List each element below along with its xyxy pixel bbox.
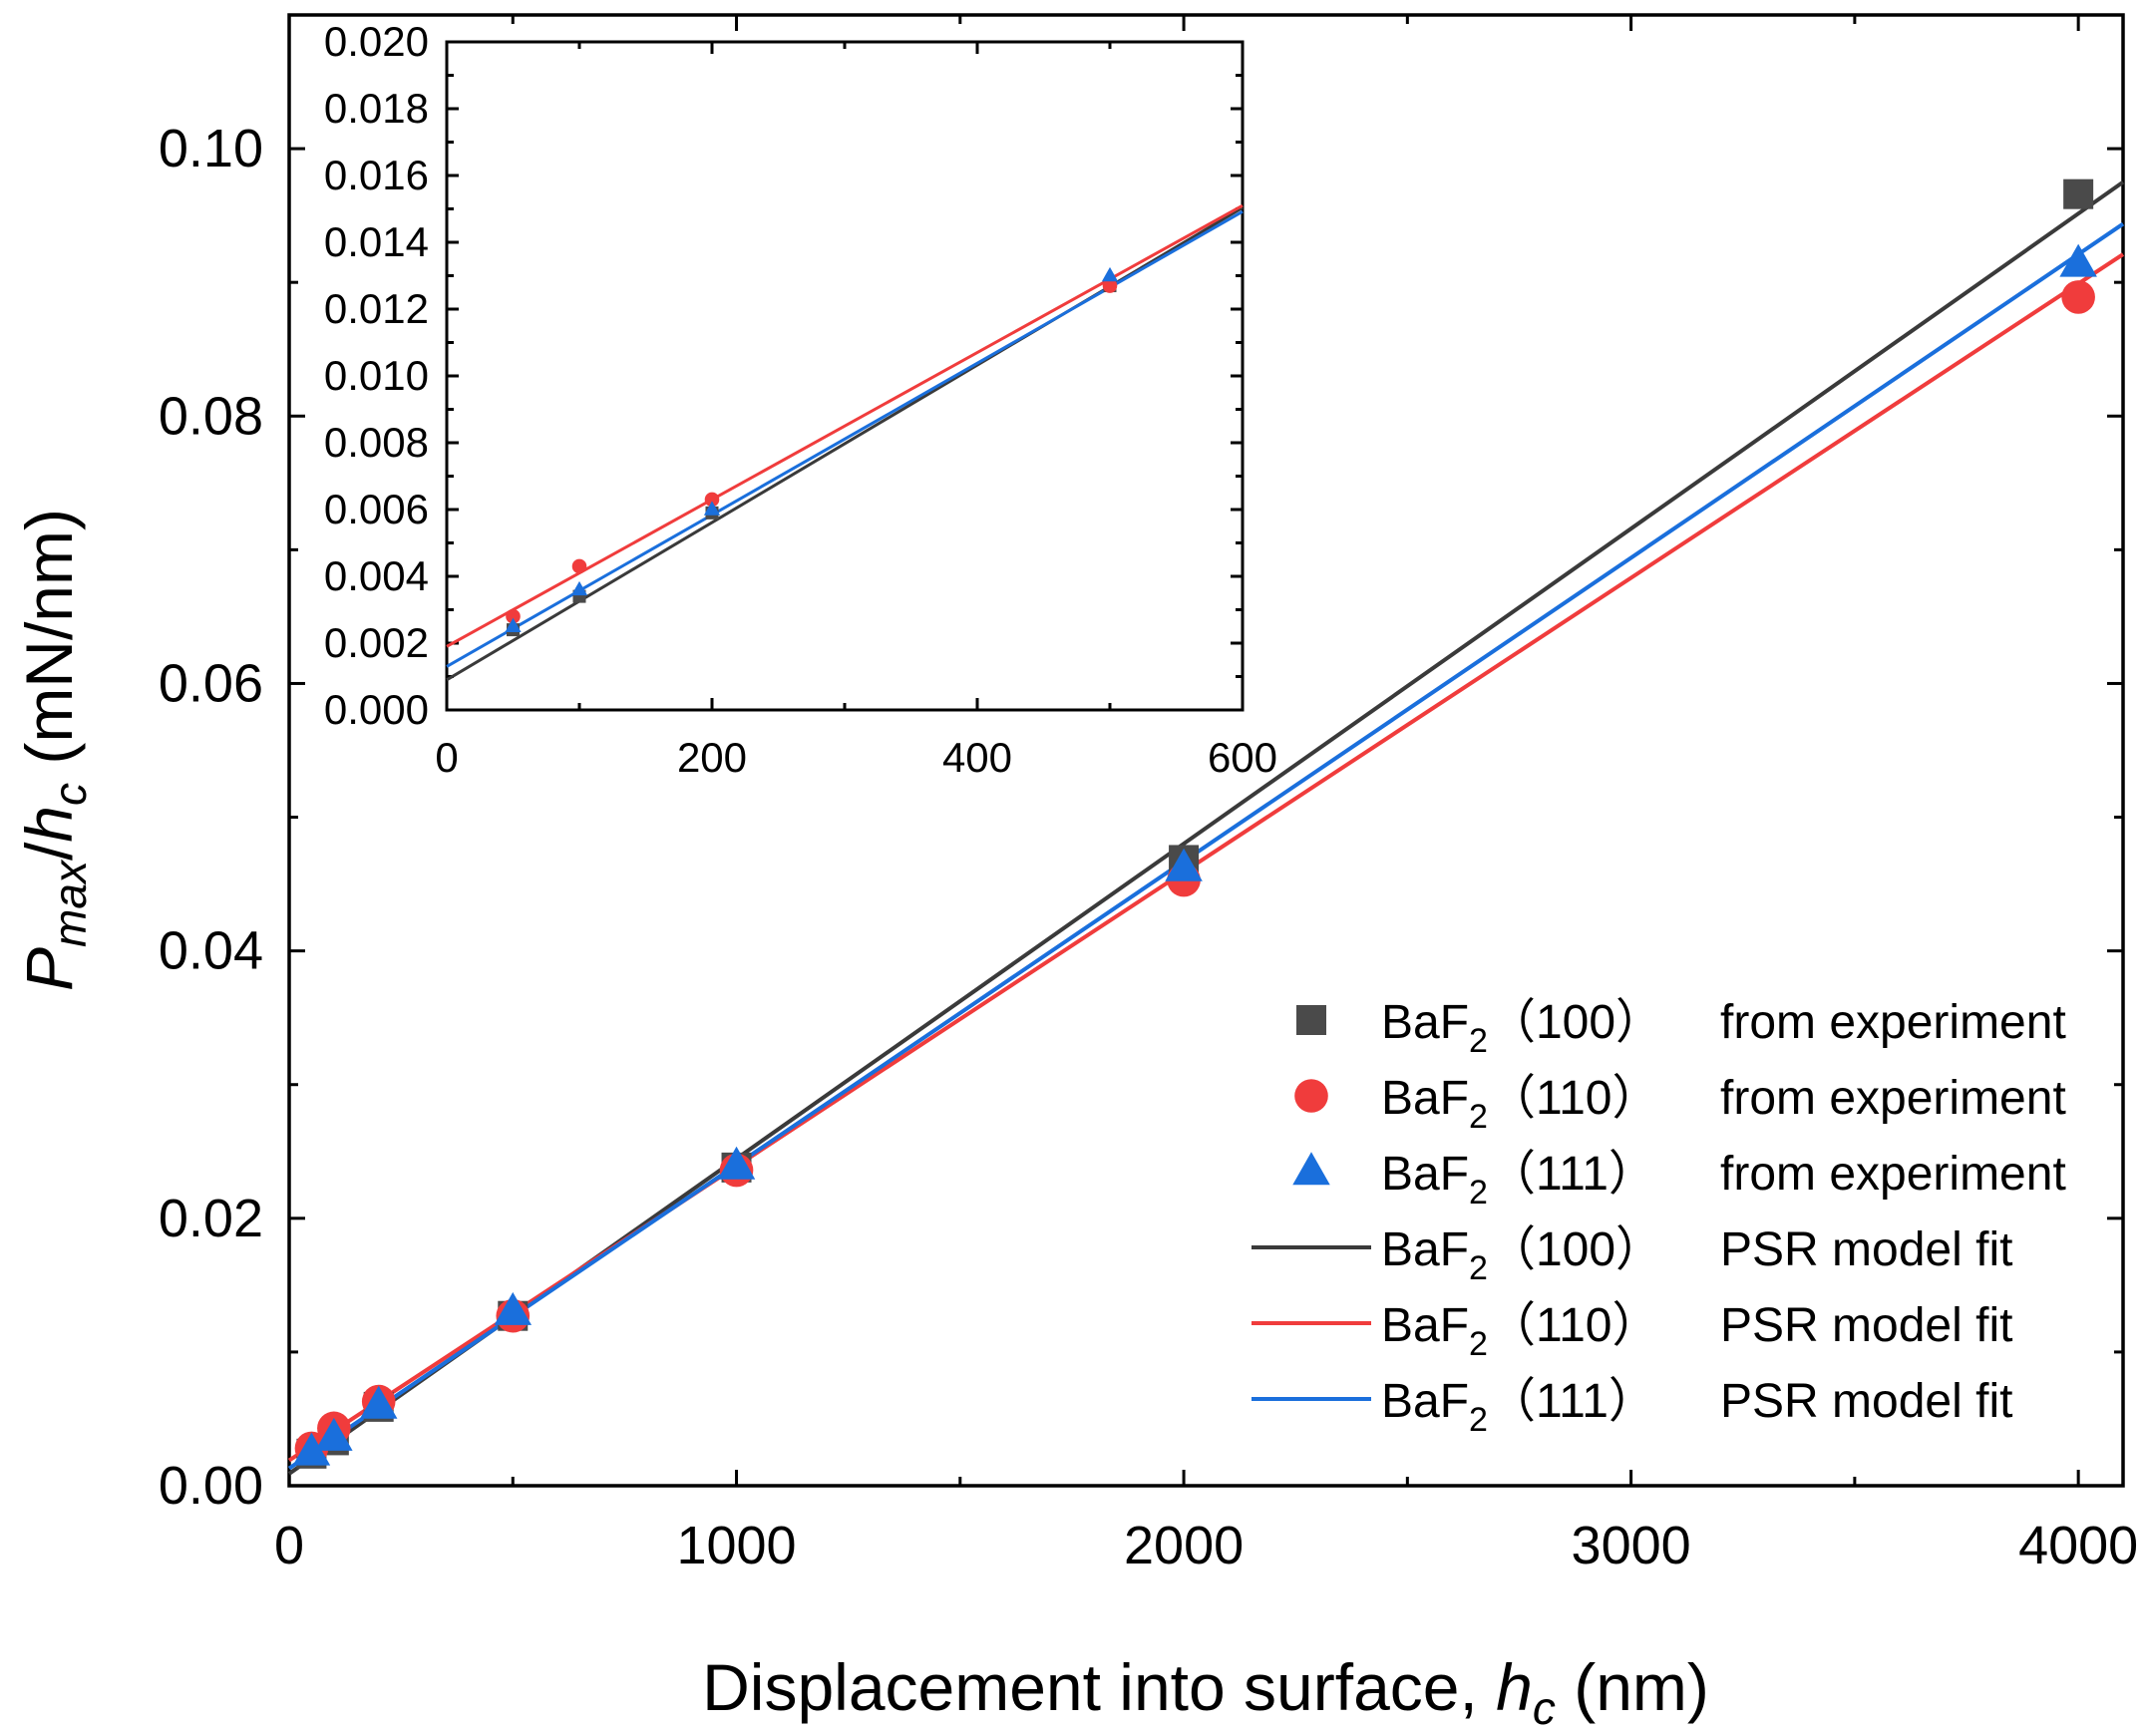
- legend-circle-swatch: [1294, 1079, 1328, 1113]
- inset-point-baf2-111-from-experiment: [1101, 266, 1119, 282]
- inset-y-tick-label: 0.000: [324, 686, 429, 733]
- x-tick-label: 1000: [676, 1516, 796, 1575]
- main-data-points: [292, 178, 2097, 1469]
- point-baf2-111-from-experiment: [1165, 848, 1203, 881]
- inset-y-tick-label: 0.008: [324, 419, 429, 466]
- inset-x-tick-label: 600: [1208, 734, 1277, 781]
- y-tick-label: 0.02: [159, 1189, 263, 1248]
- inset-y-tick-label: 0.016: [324, 152, 429, 198]
- inset-x-tick-label: 0: [435, 734, 458, 781]
- legend-marker-square: [1296, 1005, 1326, 1035]
- legend-label: BaF2（100） PSR model fit: [1381, 1223, 2012, 1287]
- main-fit-lines: [287, 180, 2125, 1476]
- y-tick-label: 0.00: [159, 1456, 263, 1516]
- legend-square-swatch: [1296, 1005, 1326, 1035]
- inset-x-tick-label: 400: [942, 734, 1012, 781]
- legend-label: BaF2（110） PSR model fit: [1381, 1299, 2012, 1363]
- legend-entry: BaF2（111） PSR model fit: [1252, 1375, 2012, 1439]
- legend-entry: BaF2（100） from experiment: [1296, 996, 2066, 1060]
- legend-entry: BaF2（110） from experiment: [1294, 1072, 2066, 1136]
- y-axis-title: Pmax/hc (mN/nm): [12, 509, 96, 991]
- x-tick-label: 3000: [1572, 1516, 1691, 1575]
- inset-y-tick-label: 0.004: [324, 552, 429, 599]
- inset-y-tick-label: 0.010: [324, 352, 429, 399]
- inset-y-tick-label: 0.014: [324, 218, 429, 265]
- inset-y-tick-label: 0.018: [324, 85, 429, 132]
- legend-label: BaF2（111） from experiment: [1381, 1148, 2066, 1212]
- legend-label: BaF2（110） from experiment: [1381, 1072, 2066, 1136]
- inset-plot: 0 200 400 600 0.000 0.002 0.004 0.006 0.008 0.010…: [324, 18, 1277, 781]
- point-baf2-111-from-experiment: [717, 1146, 756, 1180]
- main-plot: 0 1000 2000 3000 40000.000.020.040.060.080.1…: [159, 13, 2138, 1575]
- point-baf2-111-from-experiment: [292, 1432, 331, 1466]
- inset-x-tick-label: 200: [677, 734, 747, 781]
- legend: BaF2（100） from experiment BaF2（110） from e…: [1252, 996, 2066, 1439]
- inset-ticks: 0 200 400 600 0.000 0.002 0.004 0.006 0.008 0.010…: [324, 18, 1277, 781]
- inset-point-baf2-110-from-experiment: [704, 492, 720, 508]
- point-baf2-110-from-experiment: [2061, 280, 2095, 314]
- inset-point-baf2-110-from-experiment: [506, 608, 521, 624]
- inset-y-tick-label: 0.002: [324, 619, 429, 666]
- legend-marker-circle: [1294, 1079, 1328, 1113]
- point-baf2-111-from-experiment: [494, 1291, 533, 1325]
- y-tick-label: 0.10: [159, 119, 263, 178]
- x-tick-label: 0: [274, 1516, 304, 1575]
- fit-line-baf2-111-psr-model-fit: [287, 221, 2125, 1471]
- main-plot-frame: [287, 13, 2125, 1488]
- x-axis-title: Displacement into surface, hc (nm): [702, 1650, 1709, 1734]
- x-tick-label: 4000: [2018, 1516, 2138, 1575]
- point-baf2-111-from-experiment: [315, 1417, 353, 1451]
- legend-marker-triangle: [1292, 1152, 1330, 1186]
- inset-point-baf2-110-from-experiment: [571, 558, 587, 574]
- inset-point-baf2-111-from-experiment: [505, 617, 522, 632]
- inset-y-tick-label: 0.012: [324, 285, 429, 332]
- legend-label: BaF2（111） PSR model fit: [1381, 1375, 2012, 1439]
- inset-y-tick-label: 0.020: [324, 18, 429, 65]
- legend-entry: BaF2（110） PSR model fit: [1252, 1299, 2012, 1363]
- legend-triangle-swatch: [1292, 1152, 1330, 1186]
- legend-entry: BaF2（111） from experiment: [1292, 1148, 2066, 1212]
- y-tick-label: 0.04: [159, 921, 263, 981]
- y-tick-label: 0.08: [159, 386, 263, 446]
- y-tick-label: 0.06: [159, 653, 263, 713]
- inset-point-baf2-110-from-experiment: [1102, 278, 1118, 293]
- point-baf2-100-from-experiment: [2063, 178, 2094, 209]
- inset-y-tick-label: 0.006: [324, 486, 429, 532]
- x-tick-label: 2000: [1124, 1516, 1244, 1575]
- main-ticks: 0 1000 2000 3000 40000.000.020.040.060.080.1…: [159, 15, 2138, 1575]
- legend-label: BaF2（100） from experiment: [1381, 996, 2066, 1060]
- inset-point-baf2-111-from-experiment: [703, 501, 721, 516]
- legend-entry: BaF2（100） PSR model fit: [1252, 1223, 2012, 1287]
- inset-data-points: [505, 266, 1119, 637]
- inset-point-baf2-111-from-experiment: [570, 580, 588, 596]
- point-baf2-111-from-experiment: [2059, 243, 2097, 277]
- point-baf2-111-from-experiment: [359, 1385, 398, 1419]
